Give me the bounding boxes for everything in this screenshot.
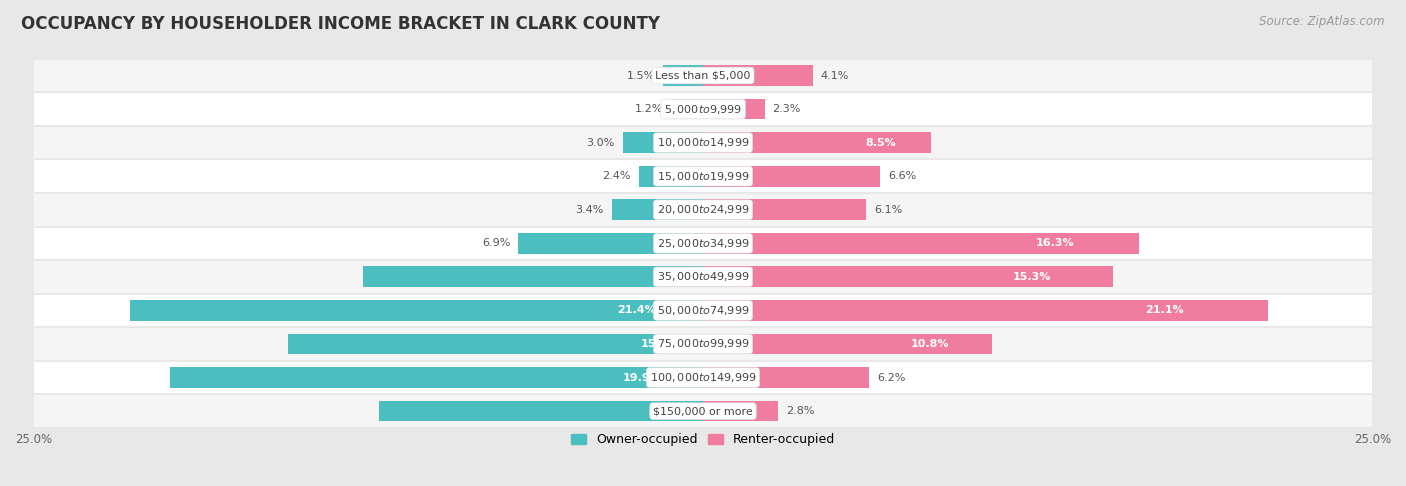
FancyBboxPatch shape <box>34 361 1372 394</box>
Text: 2.8%: 2.8% <box>786 406 814 416</box>
Bar <box>638 166 703 187</box>
Text: 4.1%: 4.1% <box>821 70 849 81</box>
FancyBboxPatch shape <box>34 126 1372 159</box>
Bar <box>703 266 1112 287</box>
Bar <box>170 367 703 388</box>
Text: 8.5%: 8.5% <box>866 138 897 148</box>
Text: 1.5%: 1.5% <box>627 70 655 81</box>
Text: 12.7%: 12.7% <box>652 272 690 282</box>
Text: 6.9%: 6.9% <box>482 238 510 248</box>
Text: 6.2%: 6.2% <box>877 373 905 382</box>
Bar <box>703 300 1268 321</box>
Bar <box>703 367 869 388</box>
Bar <box>703 199 866 220</box>
Bar <box>703 333 993 354</box>
Text: $75,000 to $99,999: $75,000 to $99,999 <box>657 337 749 350</box>
Bar <box>129 300 703 321</box>
Text: 21.4%: 21.4% <box>617 305 655 315</box>
Bar <box>703 233 1139 254</box>
Text: 15.5%: 15.5% <box>641 339 679 349</box>
Text: 6.6%: 6.6% <box>887 171 917 181</box>
Bar <box>703 132 931 153</box>
FancyBboxPatch shape <box>34 226 1372 260</box>
Bar <box>612 199 703 220</box>
Text: $10,000 to $14,999: $10,000 to $14,999 <box>657 136 749 149</box>
Text: $35,000 to $49,999: $35,000 to $49,999 <box>657 270 749 283</box>
Text: 3.0%: 3.0% <box>586 138 614 148</box>
Text: Source: ZipAtlas.com: Source: ZipAtlas.com <box>1260 15 1385 28</box>
Bar <box>288 333 703 354</box>
Text: $150,000 or more: $150,000 or more <box>654 406 752 416</box>
Text: 10.8%: 10.8% <box>910 339 949 349</box>
FancyBboxPatch shape <box>34 59 1372 92</box>
FancyBboxPatch shape <box>34 394 1372 428</box>
Text: 12.1%: 12.1% <box>654 406 693 416</box>
Text: $5,000 to $9,999: $5,000 to $9,999 <box>664 103 742 116</box>
Text: $25,000 to $34,999: $25,000 to $34,999 <box>657 237 749 250</box>
Text: 2.4%: 2.4% <box>602 171 631 181</box>
Text: $100,000 to $149,999: $100,000 to $149,999 <box>650 371 756 384</box>
Text: 3.4%: 3.4% <box>575 205 605 215</box>
Bar <box>703 99 765 120</box>
Bar <box>519 233 703 254</box>
FancyBboxPatch shape <box>34 327 1372 361</box>
Bar <box>623 132 703 153</box>
FancyBboxPatch shape <box>34 260 1372 294</box>
Text: 16.3%: 16.3% <box>1035 238 1074 248</box>
Text: 21.1%: 21.1% <box>1144 305 1184 315</box>
Text: 2.3%: 2.3% <box>773 104 801 114</box>
Text: Less than $5,000: Less than $5,000 <box>655 70 751 81</box>
Text: 15.3%: 15.3% <box>1012 272 1052 282</box>
FancyBboxPatch shape <box>34 92 1372 126</box>
Bar <box>671 99 703 120</box>
Bar <box>703 400 778 421</box>
Text: $20,000 to $24,999: $20,000 to $24,999 <box>657 203 749 216</box>
Bar <box>703 166 880 187</box>
Bar <box>703 65 813 86</box>
Bar <box>662 65 703 86</box>
Legend: Owner-occupied, Renter-occupied: Owner-occupied, Renter-occupied <box>567 428 839 451</box>
Text: $15,000 to $19,999: $15,000 to $19,999 <box>657 170 749 183</box>
Text: 19.9%: 19.9% <box>623 373 662 382</box>
FancyBboxPatch shape <box>34 193 1372 226</box>
Text: OCCUPANCY BY HOUSEHOLDER INCOME BRACKET IN CLARK COUNTY: OCCUPANCY BY HOUSEHOLDER INCOME BRACKET … <box>21 15 659 33</box>
FancyBboxPatch shape <box>34 294 1372 327</box>
Bar <box>363 266 703 287</box>
Text: 6.1%: 6.1% <box>875 205 903 215</box>
FancyBboxPatch shape <box>34 159 1372 193</box>
Text: 1.2%: 1.2% <box>634 104 662 114</box>
Text: $50,000 to $74,999: $50,000 to $74,999 <box>657 304 749 317</box>
Bar <box>380 400 703 421</box>
